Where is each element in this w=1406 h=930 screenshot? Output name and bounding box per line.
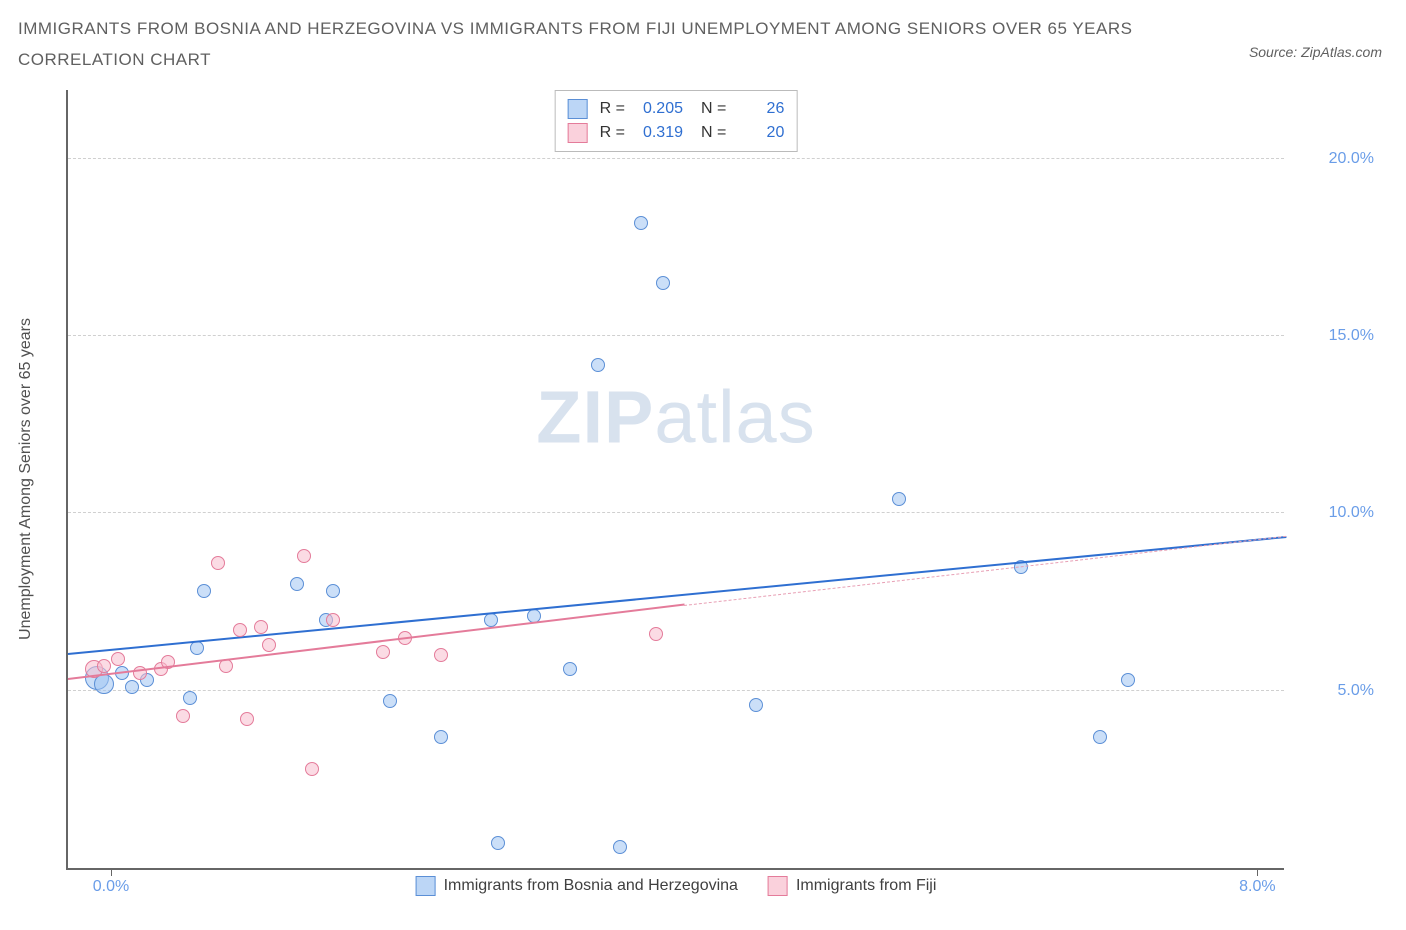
trendline-fiji-dashed	[684, 536, 1286, 606]
swatch-blue	[568, 99, 588, 119]
trendline-fiji-solid	[68, 604, 684, 680]
scatter-point-bosnia	[197, 584, 211, 598]
swatch-pink	[568, 123, 588, 143]
scatter-point-bosnia	[1121, 673, 1135, 687]
n-label: N =	[701, 121, 726, 145]
chart-area: ZIPatlas Unemployment Among Seniors over…	[66, 90, 1386, 900]
x-tick-label: 8.0%	[1239, 878, 1275, 896]
scatter-point-fiji	[326, 613, 340, 627]
r-label: R =	[600, 97, 625, 121]
scatter-point-fiji	[176, 709, 190, 723]
n-value-fiji: 20	[734, 121, 784, 145]
r-label: R =	[600, 121, 625, 145]
y-tick-label: 10.0%	[1294, 504, 1374, 522]
grid-line	[68, 512, 1284, 513]
scatter-point-bosnia	[563, 662, 577, 676]
scatter-point-bosnia	[591, 358, 605, 372]
trendline-bosnia	[68, 536, 1286, 655]
y-tick-label: 5.0%	[1294, 682, 1374, 700]
legend-item-fiji: Immigrants from Fiji	[768, 876, 936, 896]
title-line-1: IMMIGRANTS FROM BOSNIA AND HERZEGOVINA V…	[18, 14, 1388, 45]
scatter-point-bosnia	[892, 492, 906, 506]
scatter-point-fiji	[97, 659, 111, 673]
scatter-point-bosnia	[383, 694, 397, 708]
n-label: N =	[701, 97, 726, 121]
y-tick-label: 15.0%	[1294, 327, 1374, 345]
legend-row-fiji: R = 0.319 N = 20	[568, 121, 785, 145]
swatch-pink	[768, 876, 788, 896]
y-tick-label: 20.0%	[1294, 150, 1374, 168]
grid-line	[68, 690, 1284, 691]
x-tick-label: 0.0%	[93, 878, 129, 896]
scatter-point-bosnia	[434, 730, 448, 744]
scatter-point-fiji	[111, 652, 125, 666]
scatter-point-bosnia	[1093, 730, 1107, 744]
scatter-point-fiji	[649, 627, 663, 641]
scatter-point-bosnia	[749, 698, 763, 712]
scatter-point-bosnia	[125, 680, 139, 694]
scatter-point-bosnia	[613, 840, 627, 854]
scatter-point-bosnia	[484, 613, 498, 627]
watermark-zip: ZIP	[536, 375, 654, 458]
scatter-point-fiji	[297, 549, 311, 563]
y-axis-label: Unemployment Among Seniors over 65 years	[17, 318, 35, 640]
x-tick-mark	[1257, 868, 1258, 876]
scatter-point-fiji	[305, 762, 319, 776]
scatter-point-fiji	[434, 648, 448, 662]
scatter-point-bosnia	[491, 836, 505, 850]
watermark-atlas: atlas	[654, 375, 815, 458]
chart-title-block: IMMIGRANTS FROM BOSNIA AND HERZEGOVINA V…	[0, 0, 1406, 79]
x-tick-mark	[111, 868, 112, 876]
n-value-bosnia: 26	[734, 97, 784, 121]
scatter-point-fiji	[376, 645, 390, 659]
title-line-2: CORRELATION CHART	[18, 45, 1388, 76]
scatter-point-bosnia	[326, 584, 340, 598]
scatter-point-fiji	[262, 638, 276, 652]
scatter-point-fiji	[211, 556, 225, 570]
r-value-fiji: 0.319	[633, 121, 683, 145]
scatter-point-fiji	[240, 712, 254, 726]
scatter-point-bosnia	[190, 641, 204, 655]
swatch-blue	[416, 876, 436, 896]
grid-line	[68, 335, 1284, 336]
legend-label-bosnia: Immigrants from Bosnia and Herzegovina	[444, 877, 738, 895]
scatter-point-bosnia	[656, 276, 670, 290]
r-value-bosnia: 0.205	[633, 97, 683, 121]
watermark: ZIPatlas	[536, 374, 815, 459]
source-attribution: Source: ZipAtlas.com	[1249, 44, 1382, 60]
legend-row-bosnia: R = 0.205 N = 26	[568, 97, 785, 121]
series-legend: Immigrants from Bosnia and Herzegovina I…	[416, 876, 937, 896]
legend-item-bosnia: Immigrants from Bosnia and Herzegovina	[416, 876, 738, 896]
scatter-point-bosnia	[183, 691, 197, 705]
scatter-point-fiji	[254, 620, 268, 634]
plot-region: ZIPatlas Unemployment Among Seniors over…	[66, 90, 1284, 870]
legend-label-fiji: Immigrants from Fiji	[796, 877, 936, 895]
scatter-point-fiji	[233, 623, 247, 637]
grid-line	[68, 158, 1284, 159]
scatter-point-bosnia	[634, 216, 648, 230]
scatter-point-bosnia	[290, 577, 304, 591]
correlation-legend: R = 0.205 N = 26 R = 0.319 N = 20	[555, 90, 798, 152]
